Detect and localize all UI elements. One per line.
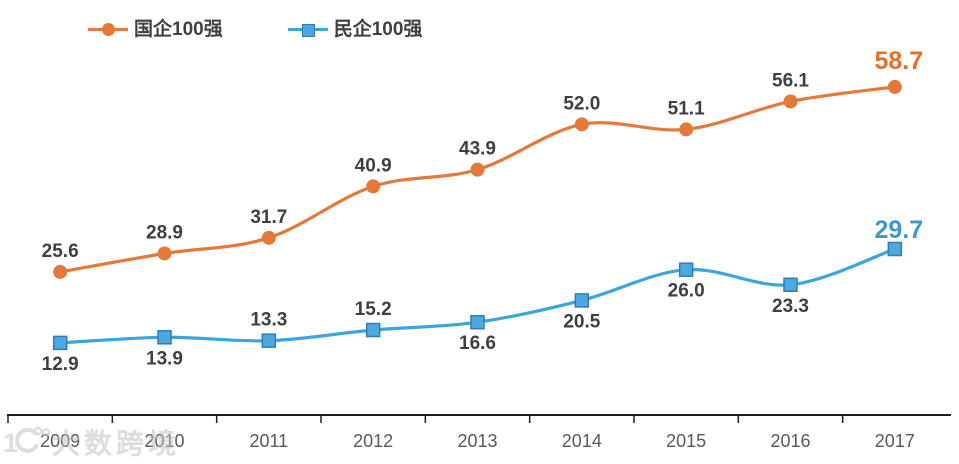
data-point-marker bbox=[887, 241, 903, 257]
x-axis-label: 2017 bbox=[875, 431, 915, 451]
legend-item-soe-top100[interactable]: 国企100强 bbox=[88, 20, 223, 39]
data-point-marker bbox=[261, 230, 276, 245]
line-square-marker-icon bbox=[287, 23, 328, 37]
data-point-marker bbox=[678, 262, 694, 277]
data-point-marker bbox=[574, 293, 590, 308]
line-circle-marker-icon bbox=[88, 23, 128, 37]
data-point-marker bbox=[53, 264, 68, 279]
data-label: 40.9 bbox=[355, 155, 392, 176]
data-point-marker bbox=[783, 94, 798, 109]
data-point-marker bbox=[157, 330, 172, 345]
data-point-marker bbox=[261, 333, 277, 348]
data-label: 51.1 bbox=[668, 98, 705, 119]
data-point-marker bbox=[679, 122, 694, 137]
legend-item-private-top100[interactable]: 民企100强 bbox=[287, 19, 423, 40]
data-label: 31.7 bbox=[250, 207, 287, 228]
data-label: 25.6 bbox=[42, 241, 79, 262]
data-point-marker bbox=[783, 277, 798, 293]
data-label: 56.1 bbox=[772, 70, 809, 91]
data-point-marker bbox=[52, 335, 68, 351]
data-label: 28.9 bbox=[146, 222, 183, 243]
x-axis-label: 2014 bbox=[562, 431, 602, 451]
series-line-国企100强 bbox=[58, 85, 897, 274]
data-point-marker bbox=[574, 117, 589, 132]
data-label: 43.9 bbox=[459, 139, 496, 160]
data-label: 20.5 bbox=[563, 311, 600, 332]
end-data-label: 29.7 bbox=[874, 216, 923, 244]
legend-label-soe: 国企100强 bbox=[134, 19, 223, 40]
x-axis-label: 2009 bbox=[40, 431, 80, 451]
legend-label-private: 民企100强 bbox=[333, 19, 423, 40]
data-point-marker bbox=[366, 179, 381, 194]
x-axis-label: 2010 bbox=[144, 431, 184, 451]
x-axis-label: 2015 bbox=[666, 431, 706, 451]
legend: 国企100强 民企100强 bbox=[88, 20, 422, 39]
data-label: 52.0 bbox=[563, 93, 600, 114]
end-data-label: 58.7 bbox=[874, 47, 923, 75]
data-label: 26.0 bbox=[668, 281, 705, 302]
data-label: 16.6 bbox=[459, 333, 496, 354]
data-label: 23.3 bbox=[772, 296, 809, 317]
data-label: 13.9 bbox=[146, 348, 183, 369]
data-point-marker bbox=[365, 322, 381, 338]
data-label: 15.2 bbox=[355, 299, 392, 320]
x-axis-label: 2016 bbox=[770, 431, 810, 451]
x-axis-label: 2012 bbox=[353, 431, 393, 451]
data-point-marker bbox=[887, 79, 902, 94]
x-axis-label: 2011 bbox=[249, 431, 288, 451]
data-label: 12.9 bbox=[42, 354, 79, 375]
data-point-marker bbox=[470, 314, 485, 330]
x-axis-label: 2013 bbox=[457, 431, 497, 451]
data-point-marker bbox=[470, 162, 485, 177]
data-point-marker bbox=[157, 246, 172, 261]
data-label: 13.3 bbox=[250, 310, 287, 331]
